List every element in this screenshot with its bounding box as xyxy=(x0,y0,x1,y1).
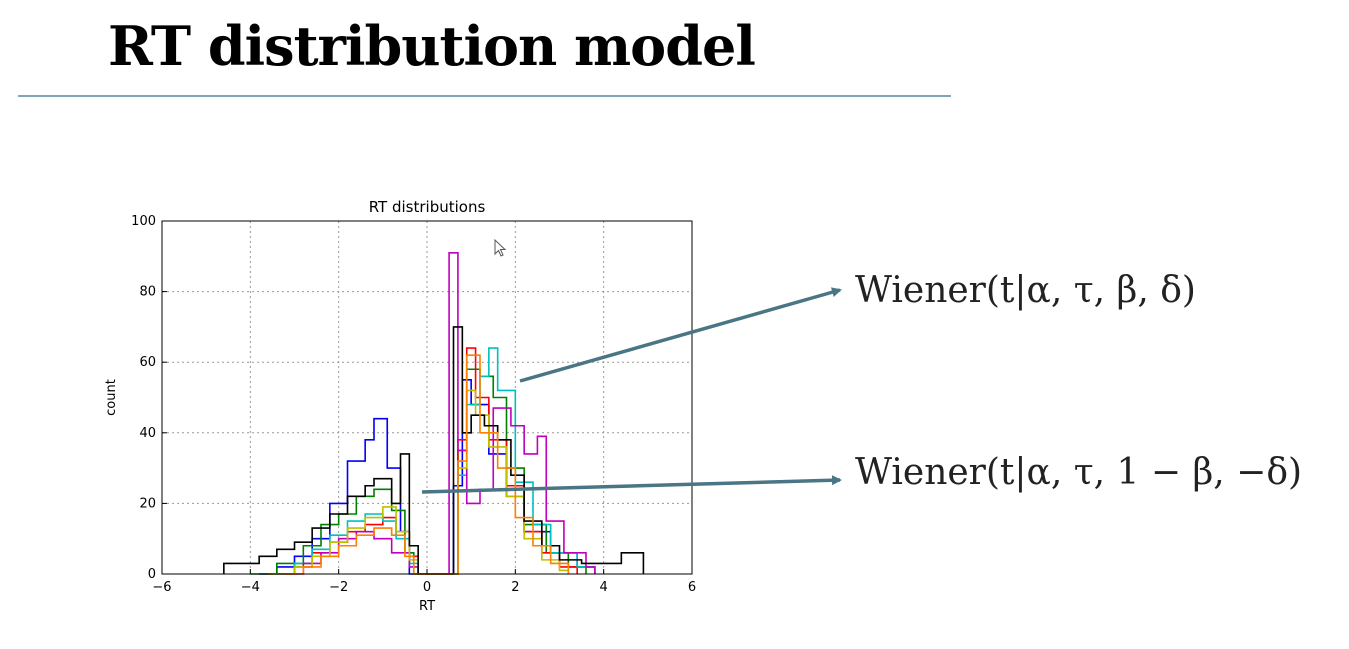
x-tick-label: −4 xyxy=(241,580,260,595)
arrow-to-upper-wiener xyxy=(519,287,842,383)
slide-title: RT distribution model xyxy=(108,14,756,78)
x-axis-label: RT xyxy=(419,599,435,614)
chart-title: RT distributions xyxy=(369,198,486,216)
x-tick-label: −2 xyxy=(329,580,348,595)
x-tick-label: 6 xyxy=(688,580,696,595)
x-tick-label: 2 xyxy=(511,580,519,595)
y-tick-label: 80 xyxy=(139,285,156,300)
wiener-lower-equation: Wiener(t|α, τ, 1 − β, −δ) xyxy=(855,452,1303,493)
y-tick-label: 100 xyxy=(131,214,156,229)
mouse-cursor-icon xyxy=(494,238,507,257)
y-tick-label: 60 xyxy=(139,355,156,370)
y-axis-label: count xyxy=(104,379,119,416)
x-tick-label: 4 xyxy=(600,580,608,595)
x-tick-label: −6 xyxy=(152,580,171,595)
wiener-upper-equation: Wiener(t|α, τ, β, δ) xyxy=(855,270,1196,311)
arrow-to-lower-wiener xyxy=(421,475,842,494)
histogram-series xyxy=(276,251,596,575)
y-tick-label: 0 xyxy=(148,567,156,582)
y-tick-label: 20 xyxy=(139,496,156,511)
title-divider xyxy=(18,95,951,97)
y-tick-label: 40 xyxy=(139,426,156,441)
x-tick-label: 0 xyxy=(423,580,431,595)
